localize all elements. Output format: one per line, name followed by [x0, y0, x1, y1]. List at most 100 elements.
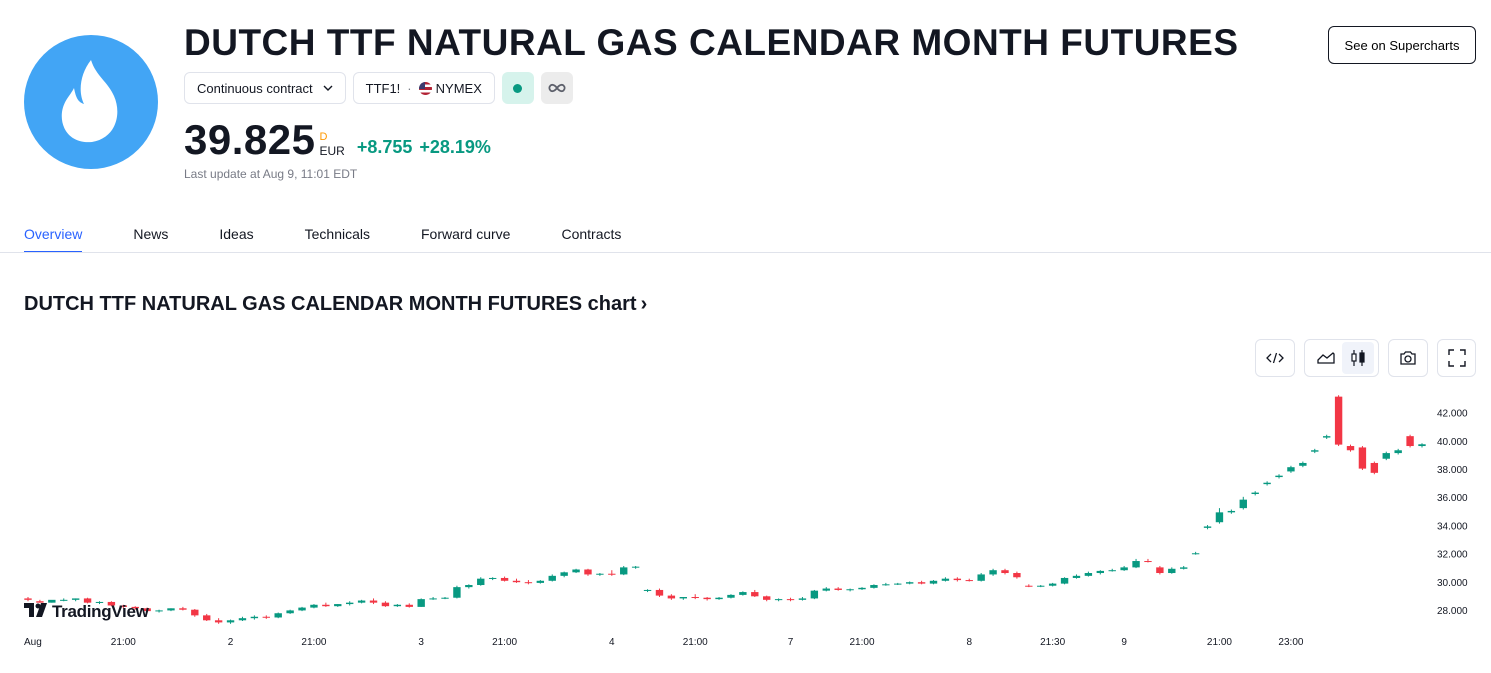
candle [1203, 525, 1212, 530]
candle [1275, 474, 1283, 479]
candle [977, 573, 985, 582]
tab-overview[interactable]: Overview [24, 226, 83, 253]
candle-body [131, 606, 139, 609]
candle-body [596, 573, 604, 575]
candle-body [453, 587, 461, 598]
candle-body [631, 566, 640, 568]
candle [1180, 565, 1188, 570]
tab-ideas[interactable]: Ideas [219, 226, 254, 242]
candle [1322, 434, 1331, 439]
x-tick-label: 2 [228, 637, 234, 648]
x-tick-label: 4 [609, 637, 615, 648]
candle [834, 587, 842, 591]
candles-button[interactable] [1341, 342, 1374, 374]
candle [798, 597, 807, 601]
candle-body [763, 596, 771, 600]
tab-news[interactable]: News [133, 226, 169, 242]
candle-body [751, 592, 759, 597]
candle-body [774, 599, 783, 601]
candle-body [1132, 561, 1140, 568]
embed-button[interactable] [1255, 339, 1295, 377]
tab-contracts[interactable]: Contracts [561, 226, 622, 242]
candle [620, 565, 628, 576]
candle [429, 597, 437, 600]
symbol-chips: Continuous contract TTF1! · NYMEX [184, 72, 573, 104]
page-title: DUTCH TTF NATURAL GAS CALENDAR MONTH FUT… [184, 22, 1239, 63]
y-tick-label: 40.000 [1437, 437, 1468, 448]
contract-select[interactable]: Continuous contract [184, 72, 346, 104]
candle [1191, 551, 1200, 555]
candle [179, 606, 187, 611]
candle-body [1060, 577, 1069, 584]
candle-body [500, 577, 509, 581]
tradingview-brand-text: TradingView [52, 602, 149, 621]
candle-body [465, 585, 473, 588]
candle [703, 597, 711, 601]
candle [1263, 481, 1271, 486]
infinity-icon [548, 83, 566, 93]
x-tick-label: 21:00 [492, 637, 517, 648]
chart-section-title[interactable]: DUTCH TTF NATURAL GAS CALENDAR MONTH FUT… [24, 293, 647, 316]
candle [786, 597, 795, 602]
market-status-button[interactable] [501, 72, 534, 104]
candle [1346, 444, 1355, 452]
candle [274, 612, 282, 619]
price-chart[interactable]: 42.000 40.000 38.000 36.000 34.000 32.000 30.0… [0, 385, 1491, 673]
candle [643, 589, 652, 593]
candle [1084, 571, 1093, 577]
candle-body [48, 599, 56, 603]
candle-body [429, 598, 437, 600]
candle-body [1263, 482, 1271, 485]
candle [119, 604, 128, 609]
candle-body [679, 597, 687, 599]
candle-body [274, 613, 282, 618]
candle-body [536, 580, 545, 583]
y-tick-label: 32.000 [1437, 550, 1468, 561]
candle [572, 568, 580, 574]
see-on-supercharts-button[interactable]: See on Supercharts [1328, 26, 1476, 64]
candle [965, 578, 973, 582]
candle [1025, 584, 1033, 588]
candle-body [715, 597, 723, 600]
candle [214, 618, 223, 624]
candle [1394, 448, 1402, 455]
x-tick-label: 21:00 [1207, 637, 1232, 648]
symbol-exchange-chip[interactable]: TTF1! · NYMEX [352, 72, 495, 104]
candle-body [905, 582, 914, 584]
fullscreen-button[interactable] [1437, 339, 1476, 377]
candle [882, 582, 890, 586]
candle-body [1037, 585, 1045, 587]
candle-body [739, 592, 747, 595]
candle-body [405, 604, 413, 607]
candle-body [894, 583, 902, 585]
candle-body [369, 600, 378, 603]
candle-body [941, 578, 950, 581]
y-tick-label: 42.000 [1437, 409, 1468, 420]
x-tick-label: 21:00 [111, 637, 136, 648]
candle [667, 594, 676, 600]
candle [203, 613, 211, 621]
candle [774, 598, 783, 602]
price-change-percent: +28.19% [419, 137, 491, 157]
price-meta: D EUR [319, 130, 344, 158]
candle-body [334, 604, 342, 607]
screenshot-button[interactable] [1388, 339, 1428, 377]
area-chart-button[interactable] [1310, 342, 1342, 374]
candle [679, 597, 687, 600]
symbol-ticker: TTF1! [365, 80, 401, 96]
candle-body [1048, 583, 1057, 586]
candle [83, 597, 92, 604]
candle [1227, 509, 1236, 514]
tab-forward-curve[interactable]: Forward curve [421, 226, 511, 242]
candle [24, 597, 32, 602]
candle [322, 602, 330, 607]
candle-body [1025, 585, 1033, 587]
candle-body [834, 588, 842, 590]
candle [417, 598, 425, 607]
candle [1168, 567, 1176, 574]
extended-hours-button[interactable] [540, 72, 573, 104]
candle-body [179, 608, 187, 610]
candle-body [584, 569, 592, 575]
tab-technicals[interactable]: Technicals [304, 226, 370, 242]
tradingview-logo[interactable]: TradingView [24, 602, 149, 622]
